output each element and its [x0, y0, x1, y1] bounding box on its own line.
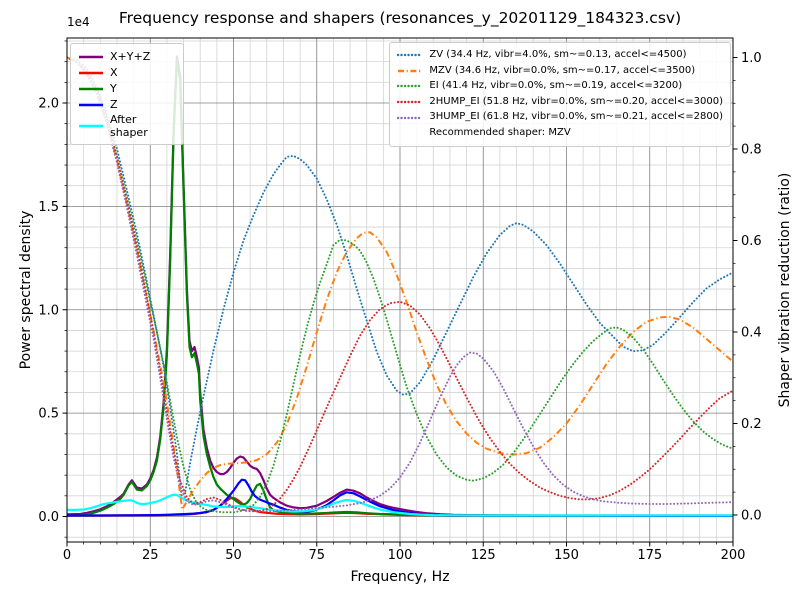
x-tick-label: 25: [142, 548, 159, 563]
x-tick-label: 150: [554, 548, 579, 563]
dotted-line-sample-icon: [397, 100, 424, 104]
legend-item-label: 2HUMP_EI (51.8 Hz, vibr=0.0%, sm~=0.20, …: [429, 95, 723, 107]
legend-item: After shaper: [78, 113, 176, 139]
dotted-line-sample-icon: [397, 54, 424, 57]
series-curve-mzv: [67, 56, 733, 511]
x-tick-label: 175: [637, 548, 662, 563]
x-tick-label: 100: [388, 548, 413, 563]
series-curve-3hump-ei: [67, 56, 733, 513]
series-curve-zv: [67, 56, 733, 497]
x-tick-label: 75: [308, 548, 325, 563]
y-right-tick-label: 0.6: [741, 234, 762, 249]
dotted-line-sample-icon: [397, 116, 424, 119]
legend-recommended-shaper: Recommended shaper: MZV: [429, 126, 571, 138]
legend-item-label: MZV (34.6 Hz, vibr=0.0%, sm~=0.17, accel…: [429, 64, 696, 76]
y-axis-label-left: Power spectral density: [18, 211, 34, 370]
solid-line-sample-icon: [79, 55, 103, 58]
series-curve-y: [67, 58, 733, 517]
legend-psd: X+Y+Z X Y Z After shaper: [70, 43, 184, 145]
x-tick-label: 50: [225, 548, 242, 563]
legend-item: X: [78, 65, 176, 80]
x-tick-label: 125: [471, 548, 496, 563]
chart-layers: 0 25 50 75 100 125 150 175 200 0.0 0.5 1.0 1.5 2.0 0.0…: [38, 37, 762, 563]
legend-item: Z: [78, 97, 176, 112]
series-curve-ei: [67, 56, 733, 514]
x-axis-label: Frequency, Hz: [350, 569, 449, 585]
legend-item: Y: [78, 81, 176, 96]
solid-line-sample-icon: [79, 87, 103, 90]
y-left-tick-label: 2.0: [38, 97, 59, 112]
y-left-tick-label: 1.0: [38, 303, 59, 318]
y-axis-label-right: Shaper vibration reduction (ratio): [777, 173, 793, 408]
legend-shapers: ZV (34.4 Hz, vibr=4.0%, sm~=0.13, accel<…: [389, 42, 731, 147]
legend-item-label: X+Y+Z: [110, 50, 151, 63]
x-tick-label: 0: [63, 548, 71, 563]
y-right-tick-label: 1.0: [741, 51, 762, 66]
legend-item: ZV (34.4 Hz, vibr=4.0%, sm~=0.13, accel<…: [397, 48, 723, 63]
legend-item-label: After shaper: [110, 113, 148, 139]
y-right-tick-label: 0.0: [741, 509, 762, 524]
solid-line-sample-icon: [79, 71, 103, 74]
solid-line-sample-icon: [79, 124, 103, 128]
legend-item: 3HUMP_EI (61.8 Hz, vibr=0.0%, sm~=0.21, …: [397, 110, 723, 125]
legend-footer-row: Recommended shaper: MZV: [397, 126, 723, 141]
curves: [67, 55, 733, 518]
series-curve-z: [67, 478, 733, 518]
legend-item: 2HUMP_EI (51.8 Hz, vibr=0.0%, sm~=0.20, …: [397, 95, 723, 110]
dashdot-line-sample-icon: [398, 69, 423, 73]
legend-item-label: EI (41.4 Hz, vibr=0.0%, sm~=0.19, accel<…: [429, 80, 683, 92]
solid-line-sample-icon: [79, 103, 103, 106]
legend-item-label: Y: [110, 82, 117, 95]
dotted-line-sample-icon: [397, 85, 424, 88]
y-left-tick-label: 1.5: [38, 200, 59, 215]
y-right-tick-label: 0.8: [741, 143, 762, 158]
legend-item-label: 3HUMP_EI (61.8 Hz, vibr=0.0%, sm~=0.21, …: [429, 111, 723, 123]
y-left-tick-label: 0.5: [38, 407, 59, 422]
series-curve-2hump-ei: [67, 56, 733, 513]
chart-title: Frequency response and shapers (resonanc…: [119, 9, 681, 28]
legend-item-label: ZV (34.4 Hz, vibr=4.0%, sm~=0.13, accel<…: [429, 49, 687, 60]
ticks: 0 25 50 75 100 125 150 175 200 0.0 0.5 1.0 1.5 2.0 0.0…: [38, 40, 762, 563]
y-axis-offset-label: 1e4: [67, 15, 90, 29]
legend-footer-spacer: [397, 133, 423, 134]
y-right-tick-label: 0.2: [741, 417, 762, 432]
legend-item: X+Y+Z: [78, 49, 176, 64]
legend-item-label: Z: [110, 98, 118, 111]
legend-item: MZV (34.6 Hz, vibr=0.0%, sm~=0.17, accel…: [397, 64, 723, 79]
x-tick-label: 200: [721, 548, 746, 563]
y-right-tick-label: 0.4: [741, 326, 762, 341]
y-left-tick-label: 0.0: [38, 510, 59, 525]
legend-item-label: X: [110, 66, 118, 79]
legend-item: EI (41.4 Hz, vibr=0.0%, sm~=0.19, accel<…: [397, 79, 723, 94]
